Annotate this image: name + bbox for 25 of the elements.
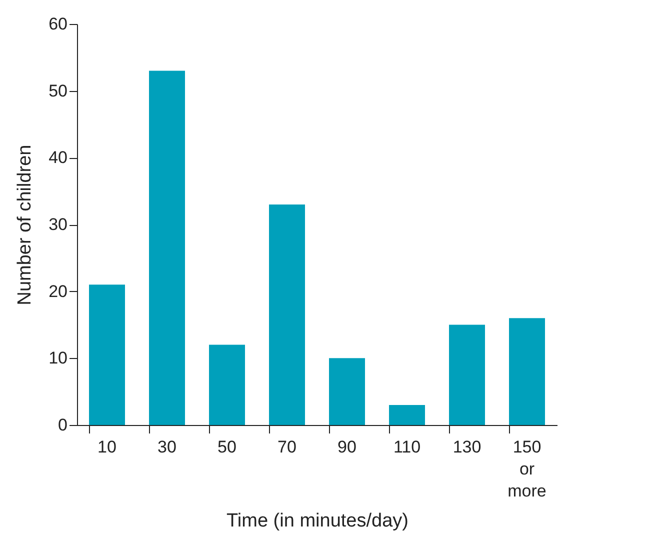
y-tick-label: 60: [48, 14, 68, 34]
bar: [449, 324, 485, 425]
x-tick-label: 110: [393, 438, 421, 456]
x-axis-title: Time (in minutes/day): [226, 510, 408, 532]
x-tick-label: 50: [218, 438, 236, 456]
y-tick-label: 30: [48, 215, 68, 234]
x-tick-label: 10: [98, 438, 116, 456]
bar: [509, 318, 545, 425]
bar: [209, 344, 245, 425]
bar: [149, 70, 185, 425]
bar: [89, 284, 125, 425]
bar: [269, 204, 305, 425]
y-tick-label: 40: [48, 148, 68, 168]
x-tick-label: 70: [278, 438, 296, 456]
y-tick-label: 0: [58, 416, 68, 434]
x-tick-label: 130: [452, 438, 482, 456]
y-axis-title: Number of children: [14, 144, 36, 306]
bar: [329, 358, 365, 425]
x-tick-label: 90: [338, 438, 356, 456]
x-tick-label: 150 or more: [508, 438, 546, 500]
bar: [389, 404, 425, 425]
y-tick-label: 50: [48, 81, 68, 100]
x-tick-label: 30: [158, 438, 176, 456]
y-tick-label: 20: [48, 282, 68, 301]
y-tick-label: 10: [48, 348, 68, 368]
